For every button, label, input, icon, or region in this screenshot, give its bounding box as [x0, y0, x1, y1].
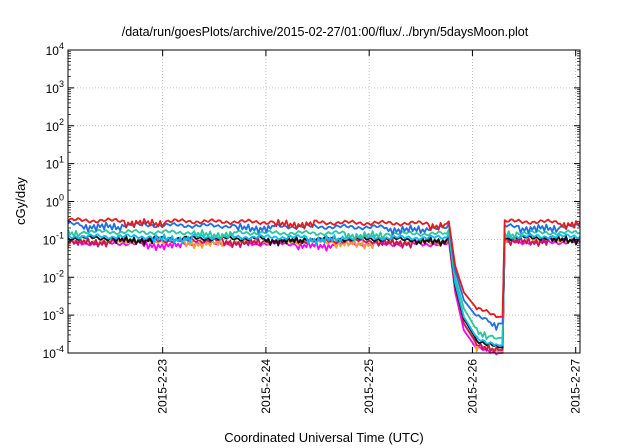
y-tick-label: 10-3 [43, 306, 64, 323]
y-tick-label: 101 [46, 155, 64, 172]
x-axis-label: Coordinated Universal Time (UTC) [224, 430, 423, 445]
y-tick-label: 100 [46, 193, 64, 210]
x-tick-label: 2015-2-26 [465, 359, 479, 414]
x-tick-label: 2015-2-24 [259, 359, 273, 414]
x-axis: 2015-2-23 2015-2-24 2015-2-25 2015-2-26 2015… [156, 50, 583, 414]
series-line-3 [67, 228, 581, 341]
x-tick-label: 2015-2-23 [156, 359, 170, 414]
y-tick-label: 10-2 [43, 268, 64, 285]
grid [68, 50, 580, 353]
y-axis: 10-4 10-3 10-2 10-1 100 101 102 103 104 [43, 41, 580, 361]
y-axis-label: cGy/day [13, 177, 28, 225]
y-tick-label: 102 [46, 117, 64, 134]
chart-title: /data/run/goesPlots/archive/2015-02-27/0… [122, 25, 529, 39]
y-tick-label: 103 [46, 79, 64, 96]
series-group [67, 217, 581, 356]
y-tick-label: 10-1 [43, 230, 64, 247]
y-tick-label: 10-4 [43, 344, 64, 361]
x-tick-label: 2015-2-27 [569, 359, 583, 414]
series-line-1 [67, 217, 581, 319]
x-tick-label: 2015-2-25 [362, 359, 376, 414]
y-tick-label: 104 [46, 41, 64, 58]
